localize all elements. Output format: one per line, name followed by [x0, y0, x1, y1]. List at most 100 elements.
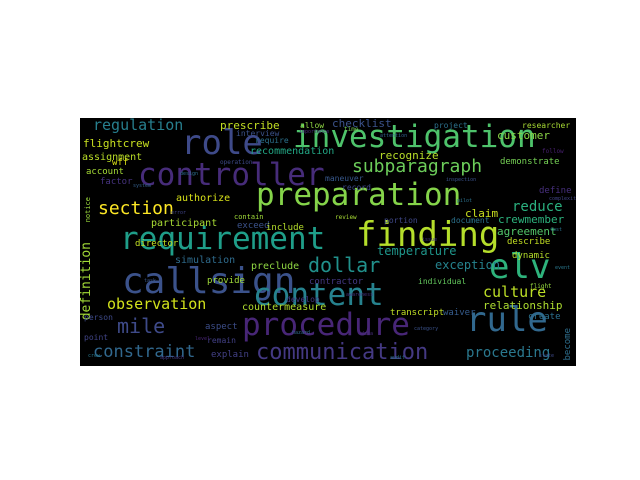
word-flight: flight	[530, 283, 552, 290]
word-inspection: inspection	[446, 177, 477, 183]
word-crewmember: crewmember	[498, 213, 565, 226]
word-review: review	[335, 214, 357, 221]
word-claim: claim	[465, 207, 499, 220]
word-system: system	[133, 183, 152, 189]
word-individual: individual	[418, 277, 467, 286]
word-test: test	[550, 227, 563, 233]
word-document: document	[451, 216, 490, 225]
word-error: error	[171, 210, 187, 216]
word-notice: notice	[84, 197, 92, 223]
word-task: task	[144, 278, 157, 284]
word-follow: follow	[542, 148, 564, 155]
word-describe: describe	[507, 237, 551, 247]
word-relationship: relationship	[483, 299, 563, 312]
word-culture: culture	[483, 283, 547, 301]
word-awareness: awareness	[346, 292, 374, 298]
word-person: person	[84, 313, 113, 322]
word-define: define	[539, 186, 572, 196]
word-reduce: reduce	[512, 199, 563, 215]
word-researcher: researcher	[522, 121, 571, 130]
word-requirement: requirement	[120, 221, 326, 257]
word-participant: participant	[151, 218, 218, 229]
word-temperature: temperature	[377, 244, 457, 258]
word-rule: rule	[466, 300, 548, 340]
word-level: level	[195, 336, 211, 342]
word-attention: attention	[380, 133, 408, 139]
word-audit: audit	[390, 355, 406, 361]
word-procedure: procedure	[242, 307, 410, 343]
word-portion: portion	[384, 216, 418, 225]
word-cloud: investigation preparation controller requir…	[80, 118, 576, 366]
word-recognize: recognize	[379, 149, 439, 162]
word-create: create	[528, 312, 561, 322]
word-regulation: regulation	[93, 118, 184, 134]
word-waiver: waiver	[443, 308, 476, 318]
word-remain: remain	[207, 336, 236, 345]
word-design: design	[180, 171, 199, 177]
word-interview: interview	[236, 129, 280, 138]
word-crew: crew	[88, 353, 101, 359]
word-contractor: contractor	[309, 277, 364, 287]
word-investigation: investigation	[293, 119, 536, 155]
word-finding: finding	[356, 215, 500, 255]
word-countermeasure: countermeasure	[242, 302, 327, 313]
word-hazard: hazard	[292, 330, 311, 336]
word-constraint: constraint	[93, 342, 196, 362]
word-require: require	[255, 136, 289, 145]
word-provide: provide	[207, 276, 245, 286]
word-agreement: agreement	[497, 225, 557, 238]
word-director: director	[135, 239, 179, 249]
word-develop: develop	[286, 295, 320, 304]
word-become: become	[563, 328, 573, 361]
word-pilot: pilot	[457, 198, 473, 204]
word-observation: observation	[107, 295, 207, 313]
word-point: point	[84, 333, 109, 342]
word-preclude: preclude	[251, 261, 300, 272]
word-explain: explain	[211, 350, 249, 360]
word-demonstrate: demonstrate	[500, 157, 560, 167]
word-approach: approach	[160, 355, 185, 361]
word-definition: definition	[80, 242, 94, 321]
word-state: state	[539, 353, 555, 359]
word-mile: mile	[117, 314, 166, 338]
word-include: include	[266, 223, 304, 233]
word-operation: operation	[220, 159, 253, 166]
word-controller: controller	[138, 157, 325, 193]
word-authorize: authorize	[176, 193, 231, 204]
word-role: role	[181, 123, 263, 163]
word-checklist: checklist	[332, 118, 392, 130]
word-exception: exception	[435, 258, 501, 272]
word-dollar: dollar	[308, 253, 381, 277]
word-recommendation: recommendation	[250, 146, 335, 157]
word-account: account	[86, 167, 124, 177]
word-simulation: simulation	[175, 255, 236, 266]
word-allow: allow	[300, 121, 325, 130]
word-category: category	[414, 326, 439, 332]
word-factor: factor	[100, 177, 133, 187]
word-section: section	[98, 198, 174, 219]
word-event: event	[555, 265, 571, 271]
word-communication: communication	[256, 340, 429, 365]
word-transcript: transcript	[390, 308, 445, 318]
word-complexity: complexity	[549, 196, 576, 202]
word-exceed: exceed	[237, 221, 270, 231]
word-callsign: callsign	[122, 261, 296, 302]
word-assignment: assignment	[82, 152, 143, 163]
word-contain: contain	[234, 213, 264, 221]
word-subparagraph: subparagraph	[352, 156, 483, 177]
word-content: content	[253, 277, 384, 313]
word-proceeding: proceeding	[466, 345, 551, 361]
word-project: project	[434, 121, 468, 130]
word-maneuver: maneuver	[325, 174, 364, 183]
word-importance: importance	[299, 129, 330, 135]
word-prescribe: prescribe	[220, 119, 280, 132]
word-issue: issue	[422, 237, 438, 243]
word-time: time	[344, 126, 359, 133]
word-record: record	[342, 183, 371, 192]
word-aspect: aspect	[205, 322, 238, 332]
word-preparation: preparation	[256, 177, 462, 213]
word-customer: customer	[497, 129, 550, 142]
word-wff: wff	[112, 158, 129, 168]
word-dynamic: dynamic	[512, 251, 550, 261]
word-elv: elv	[489, 247, 551, 287]
